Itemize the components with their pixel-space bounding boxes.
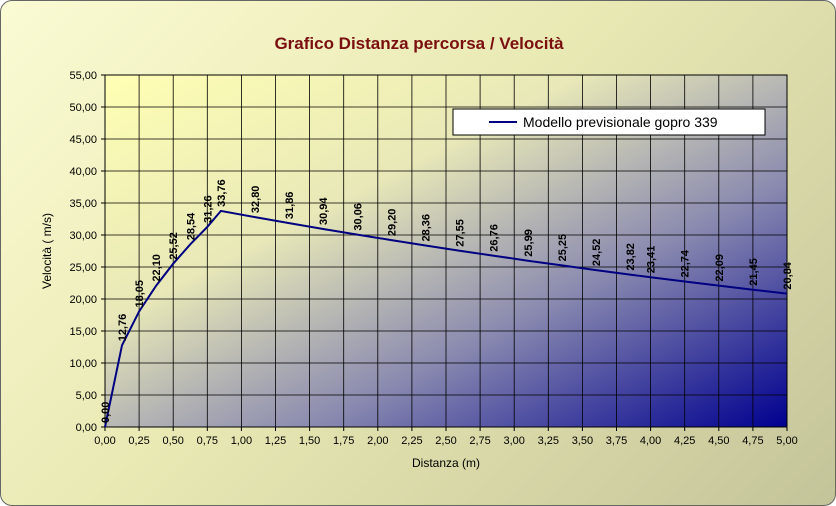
legend-label: Modello previsionale gopro 339 xyxy=(523,114,718,130)
data-label: 25,99 xyxy=(523,229,535,257)
x-tick-label: 1,00 xyxy=(231,435,252,447)
y-tick-label: 50,00 xyxy=(69,102,97,114)
x-tick-label: 0,50 xyxy=(162,435,183,447)
data-label: 23,82 xyxy=(625,243,637,271)
data-label: 28,36 xyxy=(421,214,433,242)
data-label: 32,80 xyxy=(250,186,262,214)
data-label: 24,52 xyxy=(591,239,603,267)
x-tick-label: 5,00 xyxy=(776,435,797,447)
y-tick-label: 45,00 xyxy=(69,134,97,146)
x-tick-label: 2,50 xyxy=(435,435,456,447)
data-label: 28,54 xyxy=(185,212,197,240)
x-tick-label: 3,25 xyxy=(538,435,559,447)
data-label: 27,55 xyxy=(455,219,467,247)
data-label: 22,74 xyxy=(680,249,692,277)
x-tick-label: 1,50 xyxy=(299,435,320,447)
data-label: 26,76 xyxy=(489,224,501,252)
data-label: 22,10 xyxy=(151,254,163,282)
x-tick-label: 0,75 xyxy=(197,435,218,447)
data-label: 22,09 xyxy=(714,254,726,282)
y-tick-label: 5,00 xyxy=(76,390,97,402)
chart-title: Grafico Distanza percorsa / Velocità xyxy=(274,34,564,53)
data-label: 12,76 xyxy=(117,314,129,342)
y-tick-label: 20,00 xyxy=(69,294,97,306)
data-label: 25,52 xyxy=(168,232,180,260)
y-tick-label: 0,00 xyxy=(76,422,97,434)
x-tick-label: 2,00 xyxy=(367,435,388,447)
y-tick-label: 35,00 xyxy=(69,198,97,210)
y-tick-label: 15,00 xyxy=(69,326,97,338)
x-tick-label: 3,50 xyxy=(572,435,593,447)
x-tick-label: 1,25 xyxy=(265,435,286,447)
y-tick-label: 30,00 xyxy=(69,230,97,242)
series-line xyxy=(104,209,788,428)
x-tick-label: 3,00 xyxy=(503,435,524,447)
x-tick-label: 4,25 xyxy=(674,435,695,447)
y-tick-label: 10,00 xyxy=(69,358,97,370)
y-tick-label: 40,00 xyxy=(69,166,97,178)
y-tick-label: 25,00 xyxy=(69,262,97,274)
data-label: 30,94 xyxy=(318,197,330,225)
data-label: 33,76 xyxy=(216,179,228,207)
data-label: 21,45 xyxy=(748,258,760,286)
grid xyxy=(104,74,788,428)
x-tick-label: 4,00 xyxy=(640,435,661,447)
x-tick-label: 2,25 xyxy=(401,435,422,447)
data-label: 31,86 xyxy=(284,192,296,220)
data-label: 20,84 xyxy=(782,261,794,289)
data-label: 0,00 xyxy=(100,402,112,423)
data-label: 25,25 xyxy=(557,234,569,262)
y-tick-label: 55,00 xyxy=(69,70,97,82)
data-label: 23,41 xyxy=(646,246,658,274)
x-tick-label: 1,75 xyxy=(333,435,354,447)
x-tick-label: 3,75 xyxy=(606,435,627,447)
x-tick-label: 4,75 xyxy=(742,435,763,447)
data-label: 29,20 xyxy=(386,209,398,237)
y-axis-title: Velocità ( m/s) xyxy=(40,213,54,289)
data-label: 18,05 xyxy=(134,280,146,308)
x-tick-label: 0,00 xyxy=(94,435,115,447)
x-tick-label: 0,25 xyxy=(128,435,149,447)
data-label: 30,06 xyxy=(352,203,364,231)
x-tick-label: 2,75 xyxy=(469,435,490,447)
x-axis-ticks: 0,00 0,25 0,50 0,75 1,00 1,25 1,50 1,75 2,00 2,25… xyxy=(94,427,798,447)
x-axis-title: Distanza (m) xyxy=(412,456,480,470)
x-tick-label: 4,50 xyxy=(708,435,729,447)
data-label: 31,26 xyxy=(202,195,214,223)
legend: Modello previsionale gopro 339 xyxy=(452,108,766,136)
y-axis-ticks: 0,00 5,00 10,00 15,00 20,00 25,00 30,00 35,00 40… xyxy=(69,70,105,434)
